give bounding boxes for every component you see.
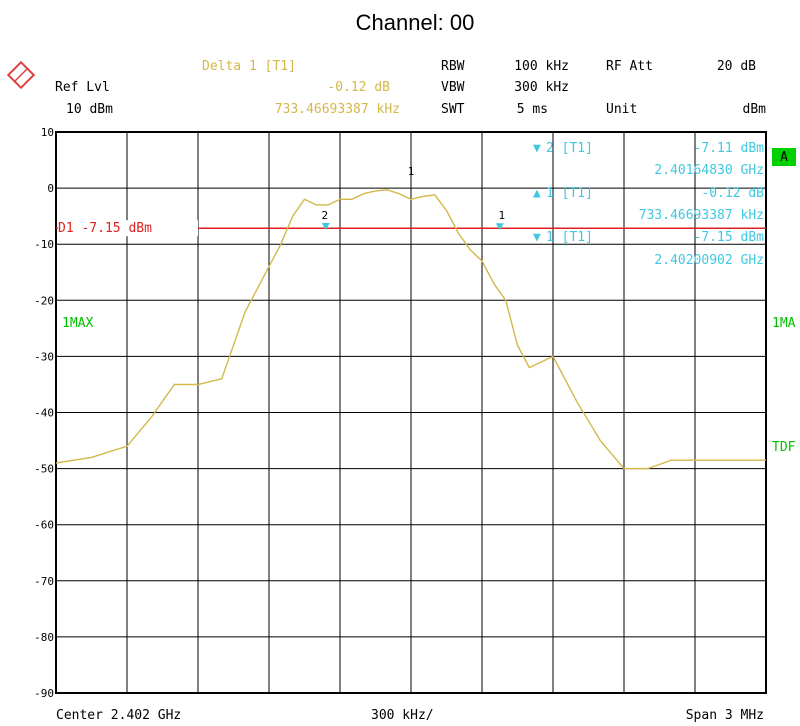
marker-frequency: 733.46693387 kHz	[275, 102, 400, 117]
marker1-level: -7.15 dBm	[694, 230, 765, 245]
grid	[56, 132, 766, 693]
y-tick-label: -40	[34, 407, 54, 420]
marker1-frequency: 2.40200902 GHz	[654, 253, 764, 268]
trace-1max	[55, 189, 766, 470]
y-tick-label: -90	[34, 687, 54, 700]
marker-2-symbol	[321, 222, 330, 230]
y-tick-label: -50	[34, 463, 54, 476]
vbw-label: VBW	[441, 80, 465, 95]
y-tick-label: -10	[34, 238, 54, 251]
y-axis-ticks: 10 0 -10 -20 -30 -40 -50 -60 -70 -80 -90	[34, 126, 54, 700]
screen-a-indicator	[772, 148, 796, 166]
y-tick-label: 0	[47, 182, 54, 195]
y-tick-label: -80	[34, 631, 54, 644]
swt-value: 5 ms	[517, 102, 548, 117]
ref-level-value: 10 dBm	[66, 102, 113, 117]
unit-value: dBm	[743, 102, 767, 117]
marker1-label: 1 [T1]	[546, 230, 593, 245]
marker2-frequency: 2.40164830 GHz	[654, 163, 764, 178]
markers: 1 2 1	[321, 165, 505, 231]
display-line-label: D1 -7.15 dBm	[58, 221, 152, 236]
marker-title: Delta 1 [T1]	[202, 59, 296, 74]
rbw-label: RBW	[441, 59, 465, 74]
marker2-level: -7.11 dBm	[694, 141, 765, 156]
y-tick-label: -70	[34, 575, 54, 588]
marker-1-tag: 1	[498, 209, 505, 222]
unit-label: Unit	[606, 102, 637, 117]
screen-a-label: A	[780, 150, 788, 165]
y-tick-label: 10	[41, 126, 54, 139]
swt-label: SWT	[441, 102, 465, 117]
trace-mode-left: 1MAX	[62, 316, 93, 331]
trace-mode-right: 1MA	[772, 316, 796, 331]
display-line-label-bg	[58, 220, 198, 237]
y-tick-label: -60	[34, 519, 54, 532]
page-title: Channel: 00	[356, 10, 475, 35]
delta1-frequency: 733.46693387 kHz	[639, 208, 764, 223]
delta1-level: -0.12 dB	[701, 186, 764, 201]
center-frequency: Center 2.402 GHz	[56, 708, 181, 723]
rf-att-value: 20 dB	[717, 59, 756, 74]
span: Span 3 MHz	[686, 708, 764, 723]
marker-2-tag: 2	[321, 209, 328, 222]
y-tick-label: -20	[34, 294, 54, 307]
rs-logo-icon	[6, 60, 36, 90]
marker1-symbol: ▼	[533, 230, 541, 245]
marker2-symbol: ▼	[533, 141, 541, 156]
marker2-label: 2 [T1]	[546, 141, 593, 156]
delta1-label: 1 [T1]	[546, 186, 593, 201]
rf-att-label: RF Att	[606, 59, 653, 74]
ref-level-label: Ref Lvl	[55, 80, 110, 95]
delta1-symbol: ▲	[533, 186, 541, 201]
rbw-value: 100 kHz	[514, 59, 569, 74]
division-width: 300 kHz/	[371, 708, 434, 723]
delta-marker-tag: 1	[408, 165, 415, 178]
marker-level: -0.12 dB	[327, 80, 390, 95]
vbw-value: 300 kHz	[514, 80, 569, 95]
tdf-indicator: TDF	[772, 440, 796, 455]
marker-1-symbol	[495, 223, 504, 231]
y-tick-label: -30	[34, 350, 54, 363]
